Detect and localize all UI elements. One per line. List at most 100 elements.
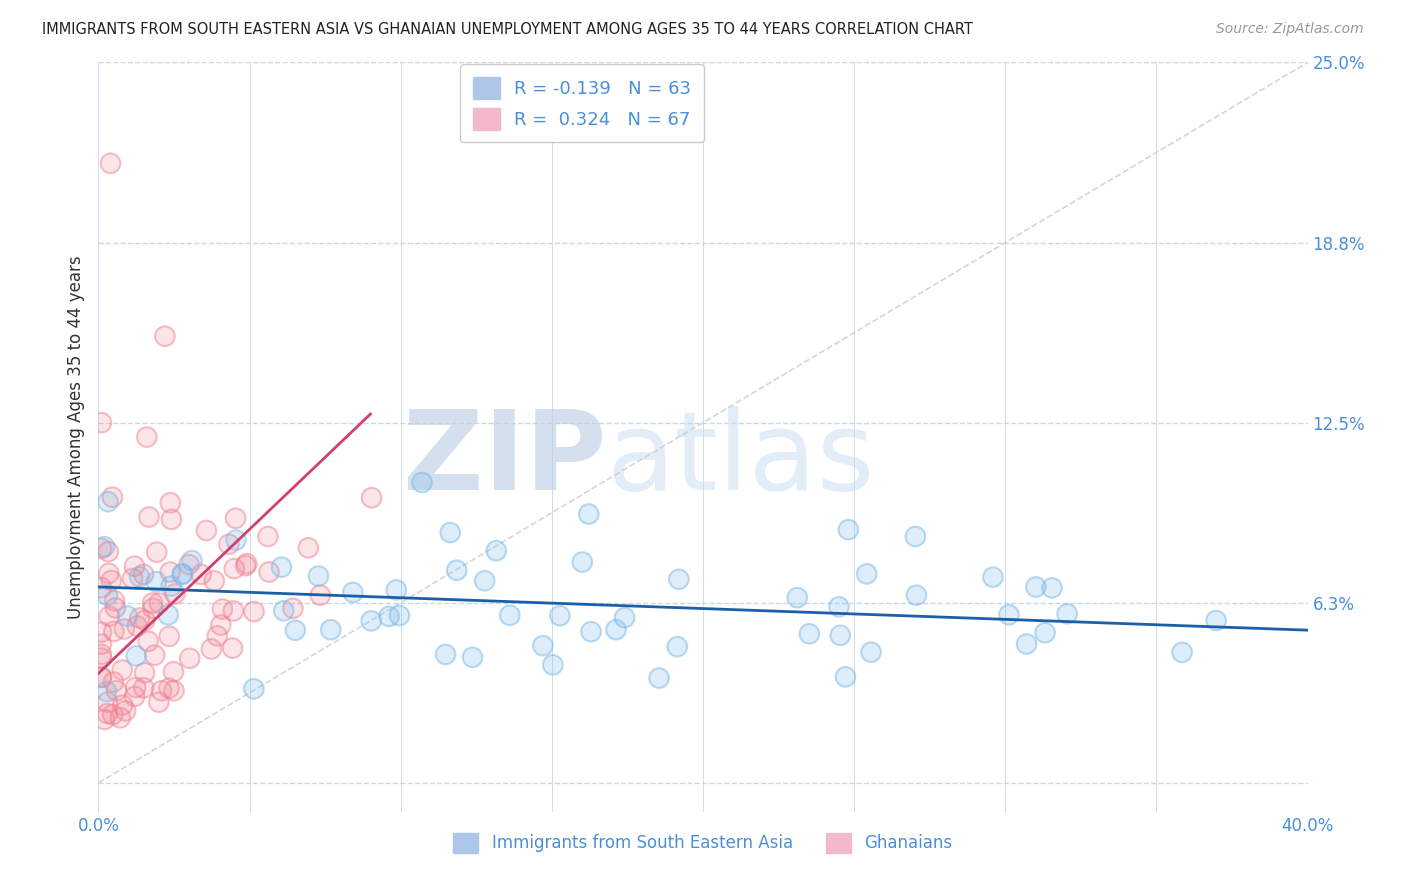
Point	[855, 566, 877, 581]
Point	[235, 558, 257, 573]
Point	[135, 430, 157, 444]
Point	[105, 683, 128, 698]
Point	[243, 605, 266, 619]
Point	[159, 565, 181, 579]
Point	[90, 671, 112, 685]
Point	[97, 494, 120, 508]
Point	[90, 581, 112, 595]
Point	[150, 683, 173, 698]
Point	[128, 570, 150, 584]
Point	[243, 681, 266, 696]
Point	[531, 639, 554, 653]
Point	[1056, 607, 1078, 621]
Point	[132, 681, 155, 695]
Point	[218, 537, 240, 551]
Point	[360, 491, 382, 505]
Point	[668, 572, 690, 586]
Point	[981, 570, 1004, 584]
Point	[177, 558, 200, 572]
Point	[1033, 625, 1056, 640]
Point	[97, 566, 120, 581]
Point	[134, 613, 156, 627]
Point	[121, 572, 143, 586]
Point	[124, 690, 146, 704]
Point	[860, 645, 883, 659]
Point	[485, 543, 508, 558]
Point	[159, 496, 181, 510]
Point	[434, 648, 457, 662]
Point	[190, 567, 212, 582]
Point	[1040, 581, 1063, 595]
Point	[114, 704, 136, 718]
Point	[446, 563, 468, 577]
Point	[124, 681, 146, 695]
Point	[319, 623, 342, 637]
Point	[236, 557, 259, 571]
Point	[90, 625, 112, 640]
Point	[834, 670, 856, 684]
Point	[837, 523, 859, 537]
Point	[93, 713, 115, 727]
Point	[172, 567, 194, 582]
Point	[485, 543, 508, 558]
Point	[837, 523, 859, 537]
Point	[103, 675, 125, 690]
Point	[270, 560, 292, 574]
Point	[124, 681, 146, 695]
Point	[281, 601, 304, 615]
Point	[136, 634, 159, 648]
Point	[112, 622, 135, 636]
Point	[905, 588, 928, 602]
Point	[179, 651, 201, 665]
Point	[97, 494, 120, 508]
Point	[100, 156, 122, 170]
Point	[828, 599, 851, 614]
Point	[1015, 637, 1038, 651]
Point	[96, 706, 118, 721]
Point	[666, 640, 689, 654]
Point	[159, 496, 181, 510]
Point	[145, 545, 167, 559]
Point	[648, 671, 671, 685]
Point	[1171, 645, 1194, 659]
Point	[388, 608, 411, 623]
Point	[153, 329, 176, 343]
Point	[111, 663, 134, 677]
Point	[90, 648, 112, 662]
Point	[243, 605, 266, 619]
Point	[786, 591, 808, 605]
Point	[110, 711, 132, 725]
Point	[786, 591, 808, 605]
Point	[342, 585, 364, 599]
Point	[541, 657, 564, 672]
Point	[666, 640, 689, 654]
Point	[103, 594, 125, 608]
Point	[163, 587, 186, 601]
Point	[222, 604, 245, 618]
Point	[124, 559, 146, 574]
Point	[90, 581, 112, 595]
Point	[1025, 580, 1047, 594]
Point	[830, 628, 852, 642]
Point	[531, 639, 554, 653]
Point	[1056, 607, 1078, 621]
Point	[90, 651, 112, 665]
Point	[90, 541, 112, 556]
Point	[134, 665, 156, 680]
Point	[830, 628, 852, 642]
Point	[434, 648, 457, 662]
Point	[307, 569, 329, 583]
Point	[114, 704, 136, 718]
Point	[273, 604, 295, 618]
Point	[1171, 645, 1194, 659]
Point	[172, 566, 194, 581]
Point	[799, 627, 821, 641]
Point	[90, 625, 112, 640]
Point	[605, 623, 627, 637]
Point	[998, 607, 1021, 622]
Point	[411, 475, 433, 490]
Point	[105, 683, 128, 698]
Point	[148, 695, 170, 709]
Point	[101, 490, 124, 504]
Point	[101, 707, 124, 722]
